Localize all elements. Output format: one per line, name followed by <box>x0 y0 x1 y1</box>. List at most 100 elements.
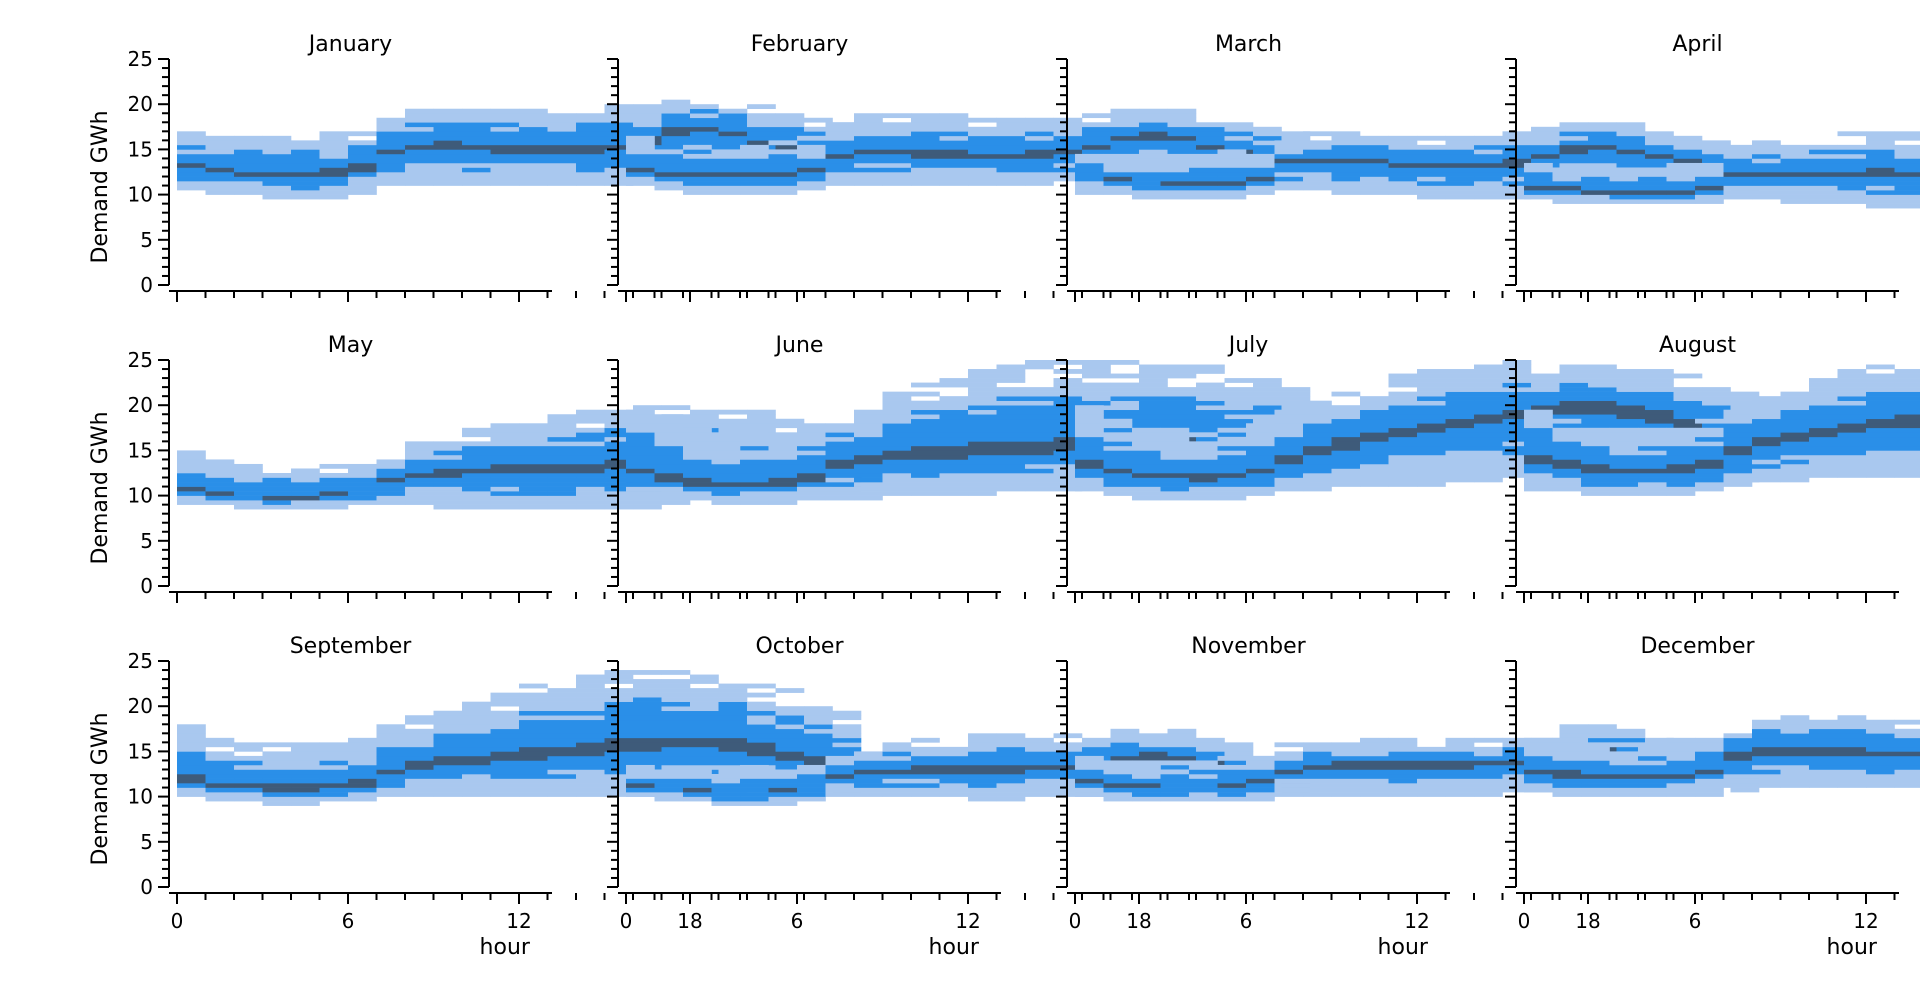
heatmap-cell <box>1167 746 1197 752</box>
heatmap-cell <box>177 742 206 748</box>
heatmap-cell <box>1189 454 1218 460</box>
heatmap-cell <box>1331 185 1361 191</box>
heatmap-cell <box>968 369 997 374</box>
heatmap-cell <box>1474 369 1503 374</box>
heatmap-cell <box>718 144 748 150</box>
heatmap-cell <box>747 104 776 110</box>
heatmap-cell <box>1303 441 1332 447</box>
heatmap-cell <box>1616 153 1646 159</box>
heatmap-cell <box>1723 181 1753 186</box>
heatmap-cell <box>661 701 691 707</box>
heatmap-cell <box>1274 755 1304 761</box>
heatmap-cell <box>576 764 605 770</box>
heatmap-cell <box>519 783 548 788</box>
heatmap-cell <box>1474 787 1503 793</box>
heatmap-cell <box>633 122 662 128</box>
heatmap-cell <box>654 796 684 802</box>
heatmap-cell <box>519 706 548 712</box>
heatmap-cell <box>1196 387 1225 392</box>
heatmap-cell <box>690 701 719 707</box>
heatmap-cell <box>405 441 434 447</box>
heatmap-cell <box>1809 737 1838 743</box>
heatmap-cell <box>376 131 406 137</box>
heatmap-cell <box>576 778 605 784</box>
heatmap-cell <box>1246 172 1275 177</box>
heatmap-cell <box>882 751 912 757</box>
heatmap-cell <box>519 176 548 182</box>
heatmap-cell <box>433 181 463 186</box>
heatmap-cell <box>854 755 883 761</box>
heatmap-cell <box>547 414 577 420</box>
heatmap-cell <box>911 149 940 155</box>
heatmap-cell <box>1894 409 1920 415</box>
heatmap-cell <box>996 468 1026 474</box>
heatmap-cell <box>854 135 883 141</box>
heatmap-cell <box>1780 418 1810 424</box>
heatmap-cell <box>1274 445 1304 451</box>
heatmap-cell <box>519 436 548 442</box>
heatmap-cell <box>1723 454 1753 460</box>
heatmap-cell <box>1638 783 1667 788</box>
heatmap-cell <box>205 153 235 159</box>
heatmap-cell <box>718 706 748 712</box>
heatmap-cell <box>1360 418 1389 424</box>
heatmap-cell <box>1331 144 1361 150</box>
heatmap-cell <box>1417 454 1446 460</box>
heatmap-cell <box>319 482 349 487</box>
heatmap-cell <box>376 495 406 501</box>
heatmap-cell <box>854 126 883 132</box>
heatmap-cell <box>911 737 940 743</box>
heatmap-cell <box>654 459 684 465</box>
heatmap-cell <box>1132 153 1161 159</box>
heatmap-cell <box>1110 405 1140 411</box>
heatmap-cell <box>996 414 1026 420</box>
heatmap-cell <box>1075 486 1104 492</box>
heatmap-cell <box>1645 387 1674 392</box>
heatmap-cell <box>1616 135 1646 141</box>
heatmap-cell <box>740 792 769 797</box>
heatmap-cell <box>576 441 605 447</box>
heatmap-cell <box>626 450 655 456</box>
heatmap-cell <box>1167 117 1197 123</box>
heatmap-cell <box>968 400 997 406</box>
heatmap-cell <box>775 131 805 137</box>
heatmap-cell <box>1253 126 1282 132</box>
heatmap-cell <box>1360 149 1389 155</box>
heatmap-cell <box>1132 181 1161 186</box>
heatmap-cell <box>205 158 235 164</box>
heatmap-cell <box>1780 144 1810 150</box>
heatmap-cell <box>1780 427 1810 433</box>
heatmap-cell <box>996 405 1026 411</box>
heatmap-cell <box>1894 463 1920 469</box>
heatmap-cell <box>348 172 377 177</box>
heatmap-cell <box>1559 373 1589 379</box>
heatmap-cell <box>1609 764 1639 770</box>
heatmap-cell <box>911 391 940 397</box>
heatmap-cell <box>1638 787 1667 793</box>
heatmap-cell <box>262 181 292 186</box>
heatmap-cell <box>882 755 912 761</box>
heatmap-cell <box>462 742 491 748</box>
heatmap-cell <box>177 185 206 191</box>
heatmap-cell <box>1666 185 1696 191</box>
heatmap-cell <box>747 751 776 757</box>
heatmap-cell <box>1167 387 1197 392</box>
heatmap-cell <box>747 769 776 775</box>
heatmap-cell <box>1474 162 1503 168</box>
heatmap-cell <box>462 445 491 451</box>
heatmap-cell <box>547 495 577 501</box>
heatmap-cell <box>1866 783 1895 788</box>
heatmap-cell <box>1866 172 1895 177</box>
heatmap-cell <box>1445 463 1475 469</box>
heatmap-cell <box>911 382 940 388</box>
heatmap-cell <box>1474 459 1503 465</box>
heatmap-cell <box>775 126 805 132</box>
heatmap-cell <box>490 692 520 698</box>
heatmap-cell <box>1132 473 1161 478</box>
heatmap-cell <box>1723 432 1753 438</box>
heatmap-cell <box>1082 391 1111 397</box>
heatmap-cell <box>433 153 463 159</box>
heatmap-cell <box>911 454 940 460</box>
heatmap-cell <box>576 755 605 761</box>
heatmap-cell <box>626 432 655 438</box>
